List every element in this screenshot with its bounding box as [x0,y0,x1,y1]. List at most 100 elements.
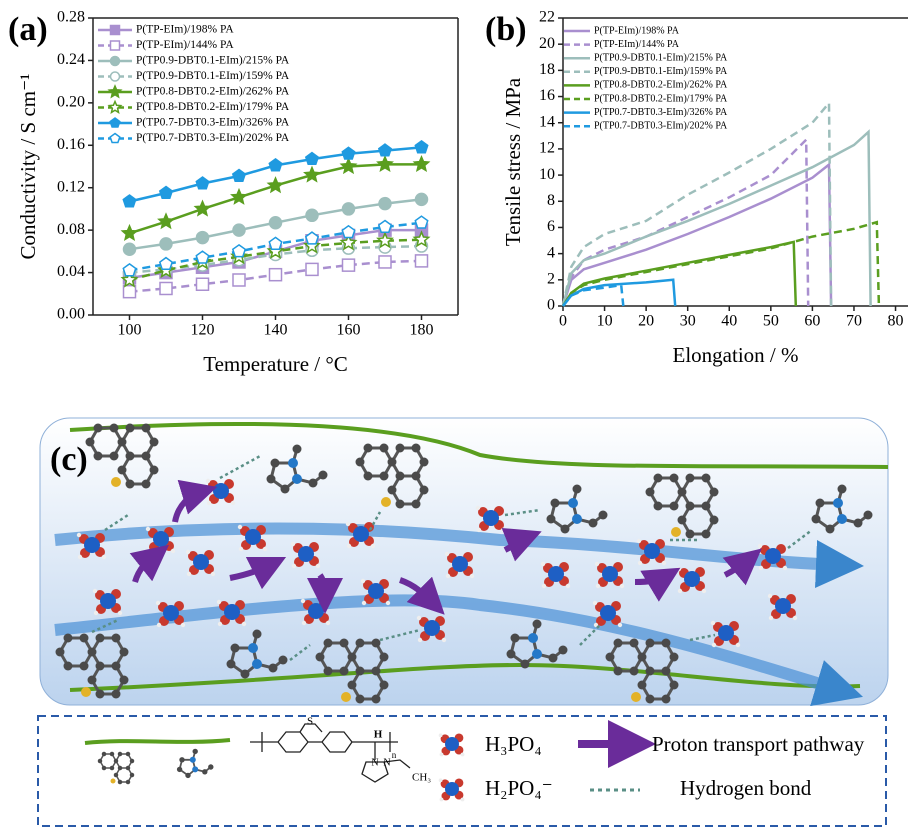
marker [160,282,172,294]
marker [196,177,208,189]
legend-ring [98,752,135,785]
marker [110,118,120,127]
marker [379,144,391,156]
marker [305,168,319,182]
marker [414,157,428,171]
anion-icon [439,778,465,801]
x-tick-label: 70 [846,313,862,330]
marker [306,209,318,221]
structure-formula [250,724,410,782]
y-tick-label: 0.08 [57,221,85,238]
legend-label: H₃PO₄ [485,732,542,756]
panel-label: (a) [8,11,48,48]
marker [343,259,355,271]
marker [196,251,208,263]
x-tick-label: 160 [337,322,361,339]
legend-imidazole [177,749,214,778]
marker [416,255,428,267]
y-tick-label: 16 [539,87,555,104]
x-tick-label: 120 [191,322,215,339]
x-tick-label: 10 [597,313,613,330]
y-tick-label: 14 [539,113,555,130]
y-tick-label: 10 [539,166,555,183]
acid-icon [439,733,465,756]
y-tick-label: 0.00 [57,306,85,323]
figure: (c) S H n N N CH₃ H₃PO₄ H₂PO₄⁻ Proton tr… [0,0,909,827]
marker [415,141,427,153]
x-tick-label: 60 [804,313,820,330]
legend-label: P(TP0.9-DBT0.1-EIm)/215% PA [136,55,290,67]
y-tick-label: 20 [539,35,555,52]
marker [269,159,281,171]
y-tick-label: 2 [547,270,555,287]
legend-label: P(TP-EIm)/144% PA [136,39,234,51]
schematic: (c) [40,418,888,705]
x-axis-title: Temperature / °C [203,352,348,376]
x-tick-label: 140 [264,322,288,339]
marker [233,245,245,257]
structure-repeat: n [392,750,397,760]
series-line [563,280,675,306]
legend-label: P(TP0.9-DBT0.1-EIm)/159% PA [594,66,728,77]
marker [197,278,209,290]
marker [160,258,172,270]
marker [342,147,354,159]
y-tick-label: 0.04 [57,263,85,280]
marker [109,86,120,97]
y-tick-label: 0.24 [57,51,85,68]
marker [270,269,282,281]
structure-atom: N [371,757,378,768]
marker [342,226,354,238]
legend-label: P(TP-EIm)/198% PA [136,24,234,36]
marker [306,153,318,165]
y-tick-label: 22 [539,9,555,26]
structure-group: CH₃ [412,772,431,784]
x-axis-title: Elongation / % [673,343,799,367]
x-tick-label: 40 [721,313,737,330]
marker [160,238,172,250]
marker [306,232,318,244]
marker [415,216,427,228]
y-tick-label: 0.16 [57,136,85,153]
legend-label: P(TP0.9-DBT0.1-EIm)/215% PA [594,52,728,63]
series-line [130,147,422,201]
marker [343,203,355,215]
y-tick-label: 0.28 [57,9,85,26]
legend-label: P(TP0.7-DBT0.3-EIm)/202% PA [136,132,290,144]
marker [379,198,391,210]
y-tick-label: 8 [547,192,555,209]
x-tick-label: 180 [410,322,434,339]
marker [123,195,135,207]
marker [109,102,120,113]
legend-label: P(TP-EIm)/144% PA [594,39,680,50]
legend-label: Hydrogen bond [680,776,812,800]
series-line [563,103,831,306]
marker [197,232,209,244]
marker [378,157,392,171]
marker [341,159,355,173]
legend-label: P(TP0.8-DBT0.2-EIm)/262% PA [136,86,290,98]
marker [416,193,428,205]
legend-label: Proton transport pathway [652,732,865,756]
marker [233,170,245,182]
structure-atom: H [374,729,383,741]
y-tick-label: 4 [547,244,555,261]
structure-atom: S [307,716,313,728]
marker [233,274,245,286]
legend-label: P(TP-EIm)/198% PA [594,25,680,36]
y-tick-label: 6 [547,218,555,235]
marker [233,224,245,236]
marker [111,72,120,81]
marker [269,237,281,249]
y-tick-label: 18 [539,61,555,78]
y-tick-label: 0.20 [57,94,85,111]
schematic-legend: S H n N N CH₃ H₃PO₄ H₂PO₄⁻ Proton transp… [38,716,886,826]
legend-label: P(TP0.9-DBT0.1-EIm)/159% PA [136,70,290,82]
marker [306,263,318,275]
y-axis-title: Tensile stress / MPa [501,77,525,246]
marker [111,41,120,50]
x-tick-label: 20 [638,313,654,330]
legend-label: H₂PO₄⁻ [485,776,553,800]
marker [268,178,282,192]
panel-label: (b) [485,11,527,48]
